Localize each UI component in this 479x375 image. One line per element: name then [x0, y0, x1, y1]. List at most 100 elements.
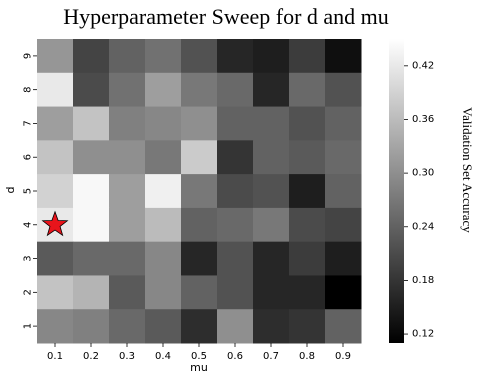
- heatmap-cell: [109, 174, 146, 209]
- heatmap-cell: [181, 241, 218, 276]
- heatmap-cell: [145, 174, 182, 209]
- colorbar-tick-label: 0.30: [412, 168, 434, 179]
- x-tick-label: 0.7: [263, 351, 279, 362]
- x-tick-label: 0.1: [47, 351, 63, 362]
- heatmap-cell: [145, 207, 182, 243]
- heatmap-cell: [217, 106, 254, 141]
- heatmap-cell: [181, 309, 218, 344]
- x-axis-label: mu: [190, 361, 208, 374]
- heatmap-cell: [253, 140, 290, 175]
- x-tick-label: 0.3: [119, 351, 135, 362]
- heatmap-cell: [325, 140, 362, 175]
- y-tick-label: 9: [23, 53, 34, 59]
- heatmap-cell: [289, 275, 326, 310]
- heatmap-cell: [253, 309, 290, 344]
- colorbar-label: Validation Set Accuracy: [460, 107, 475, 233]
- heatmap-cell: [73, 72, 110, 108]
- colorbar: 0.42 0.36 0.30 0.24 0.18 0.12: [389, 39, 434, 343]
- x-axis-ticks: 0.1 0.2 0.3 0.4 0.5 0.6 0.7 0.8 0.9: [47, 343, 351, 362]
- heatmap-cell: [325, 39, 362, 74]
- heatmap-cell: [325, 207, 362, 243]
- heatmap-cell: [289, 39, 326, 74]
- heatmap-cell: [325, 72, 362, 108]
- heatmap-cell: [181, 39, 218, 74]
- heatmap-cell: [73, 207, 110, 243]
- y-axis-label: d: [4, 187, 17, 194]
- heatmap-cell: [289, 140, 326, 175]
- heatmap-cell: [217, 174, 254, 209]
- heatmap-cell: [253, 72, 290, 108]
- heatmap-cell: [73, 39, 110, 74]
- heatmap-cell: [217, 39, 254, 74]
- x-tick-label: 0.5: [191, 351, 207, 362]
- heatmap-cell: [217, 140, 254, 175]
- heatmap-cell: [217, 275, 254, 310]
- heatmap-cell: [73, 174, 110, 209]
- y-tick-label: 7: [23, 120, 34, 126]
- heatmap-cell: [325, 241, 362, 276]
- heatmap-cell: [109, 140, 146, 175]
- heatmap-cell: [181, 72, 218, 108]
- chart-title: Hyperparameter Sweep for d and mu: [63, 4, 389, 29]
- heatmap-cell: [217, 241, 254, 276]
- heatmap-cell: [289, 106, 326, 141]
- heatmap-cell: [73, 309, 110, 344]
- heatmap-cell: [325, 106, 362, 141]
- x-tick-label: 0.8: [299, 351, 315, 362]
- heatmap-cell: [145, 309, 182, 344]
- heatmap-cell: [253, 207, 290, 243]
- heatmap-cell: [109, 72, 146, 108]
- heatmap-cell: [289, 309, 326, 344]
- heatmap-cell: [37, 140, 74, 175]
- heatmap-cell: [109, 241, 146, 276]
- heatmap-cell: [109, 207, 146, 243]
- heatmap-cell: [217, 309, 254, 344]
- heatmap-cell: [181, 174, 218, 209]
- heatmap-cell: [217, 207, 254, 243]
- x-tick-label: 0.9: [335, 351, 351, 362]
- heatmap-cell: [217, 72, 254, 108]
- heatmap-cell: [325, 275, 362, 310]
- y-tick-label: 6: [23, 154, 34, 160]
- heatmap-cell: [181, 207, 218, 243]
- colorbar-tick-label: 0.24: [412, 221, 434, 232]
- colorbar-tick-label: 0.12: [412, 329, 434, 340]
- heatmap-cell: [37, 174, 74, 209]
- y-tick-label: 3: [23, 255, 34, 261]
- heatmap-cell: [145, 241, 182, 276]
- y-axis-ticks: 9 8 7 6 5 4 3 2 1: [23, 53, 37, 329]
- best-config-star-marker: [41, 210, 69, 237]
- heatmap-cell: [253, 275, 290, 310]
- heatmap-cell: [181, 140, 218, 175]
- x-tick-label: 0.2: [83, 351, 99, 362]
- y-tick-label: 4: [23, 222, 34, 228]
- heatmap-cell: [37, 72, 74, 108]
- heatmap-cell: [145, 140, 182, 175]
- heatmap-cell: [37, 106, 74, 141]
- heatmap-cell: [73, 275, 110, 310]
- colorbar-tick-label: 0.42: [412, 60, 434, 71]
- heatmap-cell: [109, 39, 146, 74]
- heatmap-cell: [325, 309, 362, 344]
- heatmap-cell: [145, 39, 182, 74]
- heatmap-cell: [109, 309, 146, 344]
- heatmap-cell: [73, 140, 110, 175]
- heatmap-cell: [289, 241, 326, 276]
- heatmap-cell: [37, 241, 74, 276]
- heatmap-cell: [145, 275, 182, 310]
- heatmap-cell: [109, 106, 146, 141]
- star-marker: [41, 210, 69, 237]
- colorbar-tick-label: 0.18: [412, 275, 434, 286]
- y-tick-label: 1: [23, 323, 34, 329]
- heatmap-cell: [37, 309, 74, 344]
- heatmap-cell: [253, 106, 290, 141]
- colorbar-tick-label: 0.36: [412, 114, 434, 125]
- heatmap-cell: [253, 174, 290, 209]
- heatmap-cell: [145, 72, 182, 108]
- heatmap-cell: [181, 275, 218, 310]
- heatmap-cell: [253, 39, 290, 74]
- heatmap-cell: [253, 241, 290, 276]
- heatmap-cell: [73, 106, 110, 141]
- heatmap-cell: [325, 174, 362, 209]
